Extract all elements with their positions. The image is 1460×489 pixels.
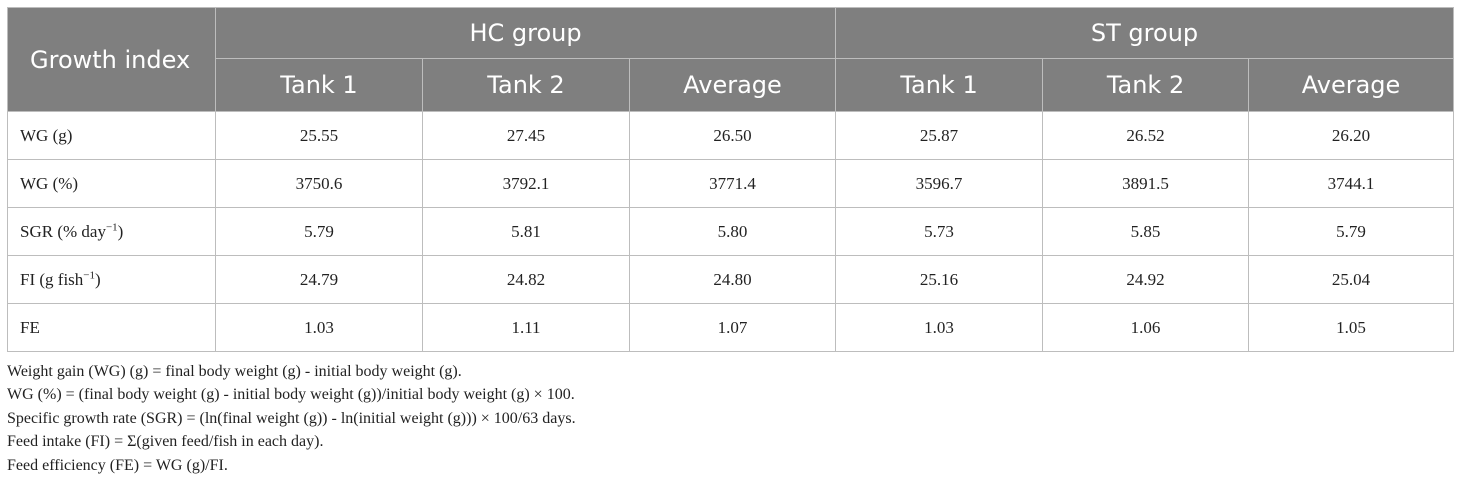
table-footnotes: Weight gain (WG) (g) = final body weight…	[7, 360, 1453, 477]
table-row: FI (g fish−1) 24.79 24.82 24.80 25.16 24…	[7, 255, 1455, 304]
table-cell: 26.52	[1042, 111, 1250, 160]
table-cell: 3596.7	[835, 159, 1044, 208]
group-header-hc: HC group	[214, 7, 837, 59]
row-label: SGR (% day−1)	[7, 207, 216, 256]
row-label-superscript: −1	[105, 220, 118, 233]
group-header-st: ST group	[835, 7, 1455, 59]
row-label: FE	[7, 303, 216, 352]
table-cell: 26.50	[628, 111, 837, 160]
subheader-st-tank2: Tank 2	[1042, 58, 1250, 112]
table-cell: 1.11	[422, 303, 630, 352]
subheader-hc-tank1: Tank 1	[215, 58, 423, 112]
corner-header: Growth index	[7, 7, 216, 112]
table-cell: 3771.4	[628, 159, 837, 208]
table-row: WG (%) 3750.6 3792.1 3771.4 3596.7 3891.…	[7, 159, 1455, 208]
table-cell: 1.06	[1042, 303, 1250, 352]
table-cell: 24.79	[215, 255, 423, 304]
table-cell: 5.85	[1042, 207, 1250, 256]
table-cell: 25.87	[835, 111, 1044, 160]
row-label-suffix: )	[117, 221, 124, 241]
footnote: Weight gain (WG) (g) = final body weight…	[7, 363, 462, 380]
footnote: Feed intake (FI) = Σ(given feed/fish in …	[7, 433, 324, 451]
row-label-suffix: )	[95, 269, 101, 289]
row-label-text: FI (g fish	[20, 269, 84, 289]
subheader-hc-average: Average	[628, 58, 837, 112]
table-cell: 5.79	[215, 207, 423, 256]
table-cell: 24.82	[422, 255, 630, 304]
table-cell: 1.03	[215, 303, 423, 352]
table-cell: 3744.1	[1248, 159, 1455, 208]
table-cell: 1.07	[628, 303, 837, 352]
table-cell: 3792.1	[422, 159, 630, 208]
table-cell: 5.79	[1248, 207, 1455, 256]
row-label: WG (%)	[7, 159, 216, 208]
table-cell: 3891.5	[1042, 159, 1250, 208]
row-label-superscript: −1	[83, 268, 95, 281]
table-row: FE 1.03 1.11 1.07 1.03 1.06 1.05	[7, 303, 1455, 352]
growth-table: Growth index HC group ST group Tank 1 Ta…	[7, 7, 1455, 352]
table-container: Growth index HC group ST group Tank 1 Ta…	[7, 7, 1455, 477]
footnote: Feed efficiency (FE) = WG (g)/FI.	[7, 456, 228, 474]
subheader-hc-tank2: Tank 2	[422, 58, 630, 112]
row-label: WG (g)	[7, 111, 216, 160]
table-cell: 25.04	[1248, 255, 1455, 304]
table-row: WG (g) 25.55 27.45 26.50 25.87 26.52 26.…	[7, 111, 1455, 160]
table-cell: 26.20	[1248, 111, 1455, 160]
table-cell: 5.80	[628, 207, 837, 256]
table-cell: 25.55	[215, 111, 423, 160]
table-cell: 3750.6	[215, 159, 423, 208]
table-row: SGR (% day−1) 5.79 5.81 5.80 5.73 5.85 5…	[7, 207, 1455, 256]
row-label: FI (g fish−1)	[7, 255, 216, 304]
table-cell: 1.03	[835, 303, 1044, 352]
row-label-text: SGR (% day	[20, 221, 106, 241]
footnote: Specific growth rate (SGR) = (ln(final w…	[7, 409, 576, 427]
table-cell: 24.92	[1042, 255, 1250, 304]
subheader-st-tank1: Tank 1	[835, 58, 1044, 112]
footnote: WG (%) = (final body weight (g) - initia…	[7, 386, 575, 404]
table-cell: 24.80	[628, 255, 837, 304]
table-cell: 5.73	[835, 207, 1044, 256]
table-cell: 1.05	[1248, 303, 1455, 352]
subheader-st-average: Average	[1248, 58, 1455, 112]
table-cell: 25.16	[835, 255, 1044, 304]
table-cell: 5.81	[422, 207, 630, 256]
table-cell: 27.45	[422, 111, 630, 160]
